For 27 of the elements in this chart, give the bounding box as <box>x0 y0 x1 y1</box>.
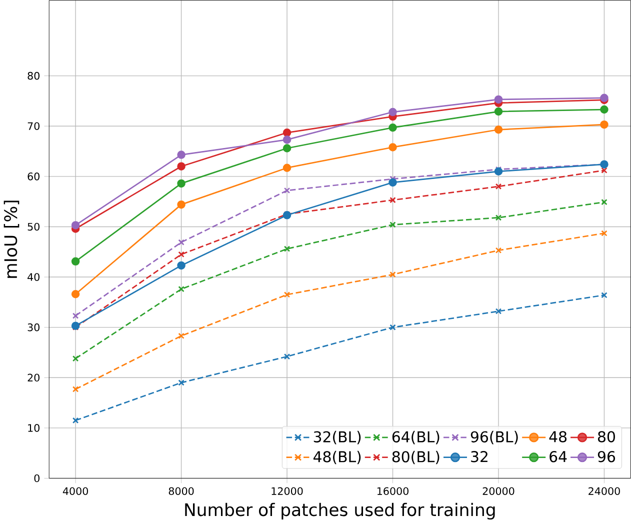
x-tick-label: 4000 <box>62 487 88 495</box>
y-tick-label: 70 <box>28 122 40 130</box>
x-axis-title: Number of patches used for training <box>185 502 495 520</box>
legend-label: 96(BL) <box>470 430 518 444</box>
y-tick-label: 50 <box>28 222 40 230</box>
x-tick-label: 16000 <box>377 487 408 495</box>
legend-label: 96 <box>598 450 616 462</box>
legend-label: 80 <box>598 430 615 442</box>
x-tick-label: 24000 <box>588 487 620 495</box>
y-tick-label: 20 <box>28 374 40 382</box>
legend-label: 64(BL) <box>392 430 440 444</box>
y-tick-label: 80 <box>28 72 40 80</box>
legend-label: 32(BL) <box>314 430 361 444</box>
y-tick-label: 10 <box>28 424 40 432</box>
x-tick-label: 20000 <box>482 487 514 495</box>
y-axis-title: mIoU [%] <box>4 200 20 278</box>
legend-label: 32 <box>471 450 488 462</box>
legend-label: 48(BL) <box>313 450 361 464</box>
y-tick-label: 60 <box>28 172 40 180</box>
legend-label: 80(BL) <box>392 450 440 464</box>
y-tick-label: 40 <box>28 272 40 281</box>
y-tick-label: 30 <box>28 323 40 332</box>
y-tick-label: 0 <box>34 474 40 482</box>
legend-label: 64 <box>550 450 567 462</box>
x-tick-label: 12000 <box>272 487 303 495</box>
legend-label: 48 <box>549 430 567 442</box>
x-tick-label: 8000 <box>168 487 194 495</box>
